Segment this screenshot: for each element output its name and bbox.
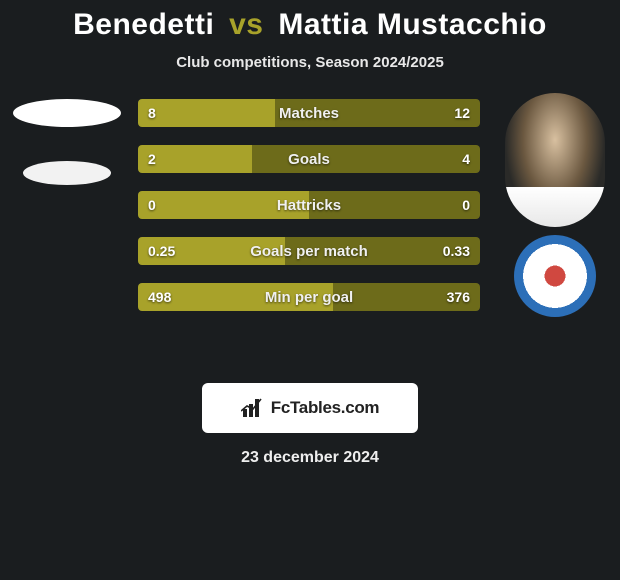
player2-photo [505, 93, 605, 227]
player2-name: Mattia Mustacchio [278, 8, 547, 41]
brand-badge: FcTables.com [202, 383, 418, 433]
stat-value-right: 376 [447, 289, 470, 305]
player1-photo [13, 99, 121, 127]
stat-label: Goals per match [138, 243, 480, 260]
stat-row: 8Matches12 [138, 99, 480, 127]
brand-text: FcTables.com [271, 398, 380, 418]
player1-photos [2, 93, 132, 185]
stat-value-right: 0.33 [443, 243, 470, 259]
player2-photos [490, 93, 620, 317]
date-text: 23 december 2024 [0, 449, 620, 467]
stat-row: 2Goals4 [138, 145, 480, 173]
comparison-title: Benedetti vs Mattia Mustacchio [0, 8, 620, 42]
player1-name: Benedetti [73, 8, 214, 41]
stat-label: Matches [138, 105, 480, 122]
player1-club-logo [23, 161, 111, 185]
chart-icon [241, 397, 265, 419]
stat-label: Goals [138, 151, 480, 168]
stat-bars: 8Matches12 2Goals4 0Hattricks0 0.25Goals pe… [138, 99, 480, 311]
comparison-content: 8Matches12 2Goals4 0Hattricks0 0.25Goals pe… [0, 93, 620, 353]
subtitle: Club competitions, Season 2024/2025 [0, 54, 620, 71]
player2-club-logo [514, 235, 596, 317]
stat-value-right: 0 [462, 197, 470, 213]
stat-row: 0.25Goals per match0.33 [138, 237, 480, 265]
stat-value-right: 12 [454, 105, 470, 121]
stat-value-right: 4 [462, 151, 470, 167]
stat-row: 498Min per goal376 [138, 283, 480, 311]
vs-separator: vs [229, 8, 263, 41]
stat-row: 0Hattricks0 [138, 191, 480, 219]
stat-label: Hattricks [138, 197, 480, 214]
stat-label: Min per goal [138, 289, 480, 306]
